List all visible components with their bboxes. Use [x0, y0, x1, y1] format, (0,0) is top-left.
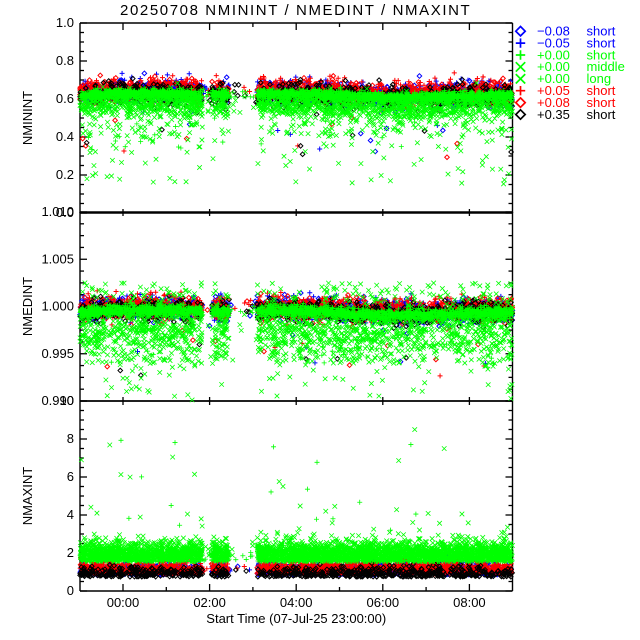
svg-text:Start Time (07-Jul-25 23:00:00: Start Time (07-Jul-25 23:00:00)	[206, 611, 386, 626]
svg-text:NMININT: NMININT	[20, 91, 35, 145]
svg-text:06:00: 06:00	[367, 595, 400, 610]
svg-text:20250708 NMININT / NMEDINT / N: 20250708 NMININT / NMEDINT / NMAXINT	[120, 2, 471, 19]
svg-text:0.6: 0.6	[56, 91, 74, 106]
svg-text:0.4: 0.4	[56, 129, 74, 144]
svg-text:short: short	[587, 107, 616, 122]
svg-text:NMAXINT: NMAXINT	[20, 467, 35, 526]
svg-text:+0.35: +0.35	[537, 107, 570, 122]
svg-text:8: 8	[67, 431, 74, 446]
svg-text:NMEDINT: NMEDINT	[20, 277, 35, 336]
svg-text:1.005: 1.005	[41, 251, 74, 266]
svg-text:0.8: 0.8	[56, 53, 74, 68]
svg-text:2: 2	[67, 545, 74, 560]
svg-text:10: 10	[60, 393, 74, 408]
svg-text:04:00: 04:00	[280, 595, 313, 610]
svg-text:6: 6	[67, 469, 74, 484]
svg-text:4: 4	[67, 507, 74, 522]
svg-text:08:00: 08:00	[453, 595, 486, 610]
svg-text:1.010: 1.010	[41, 204, 74, 219]
svg-text:0: 0	[67, 583, 74, 598]
svg-text:0.995: 0.995	[41, 346, 74, 361]
svg-text:00:00: 00:00	[107, 595, 140, 610]
svg-text:1.000: 1.000	[41, 299, 74, 314]
svg-text:0.2: 0.2	[56, 167, 74, 182]
svg-text:1.0: 1.0	[56, 15, 74, 30]
svg-text:02:00: 02:00	[193, 595, 226, 610]
